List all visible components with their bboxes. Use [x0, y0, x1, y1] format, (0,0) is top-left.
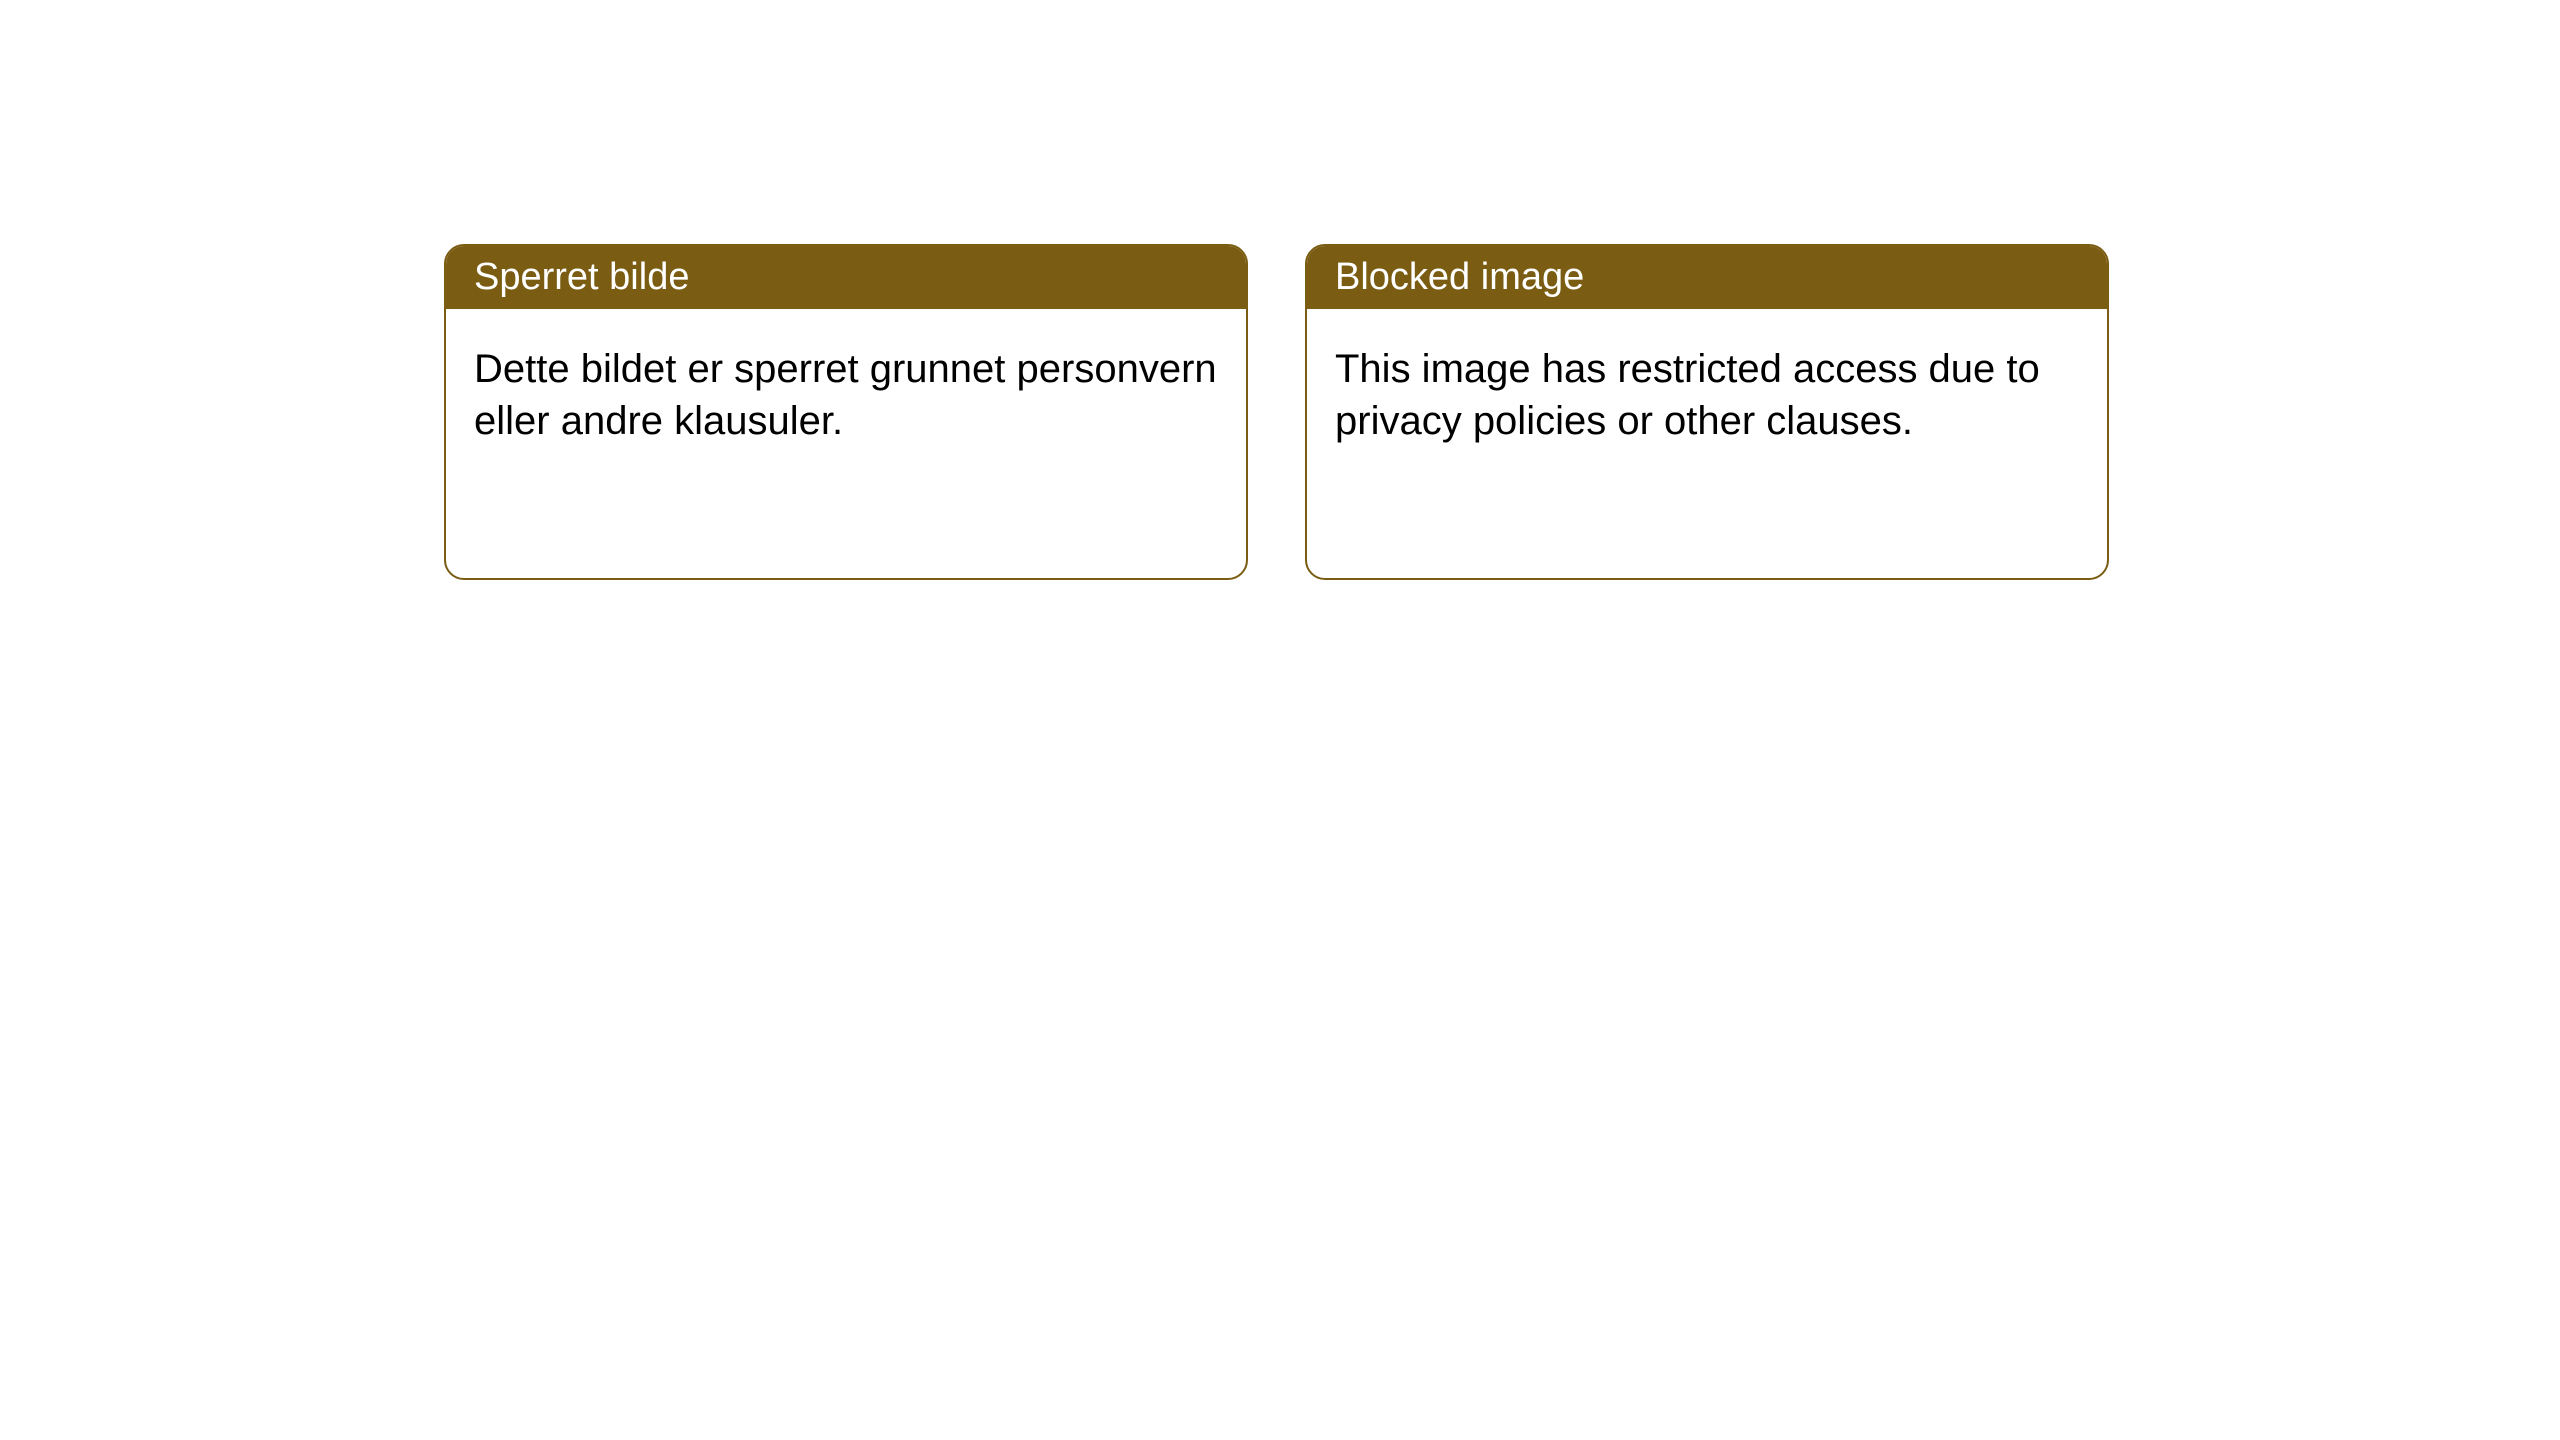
notice-card-english: Blocked image This image has restricted …	[1305, 244, 2109, 580]
notice-title: Blocked image	[1307, 246, 2107, 309]
notice-body: Dette bildet er sperret grunnet personve…	[446, 309, 1246, 481]
notice-body: This image has restricted access due to …	[1307, 309, 2107, 481]
notice-card-norwegian: Sperret bilde Dette bildet er sperret gr…	[444, 244, 1248, 580]
notice-container: Sperret bilde Dette bildet er sperret gr…	[444, 244, 2109, 580]
notice-title: Sperret bilde	[446, 246, 1246, 309]
